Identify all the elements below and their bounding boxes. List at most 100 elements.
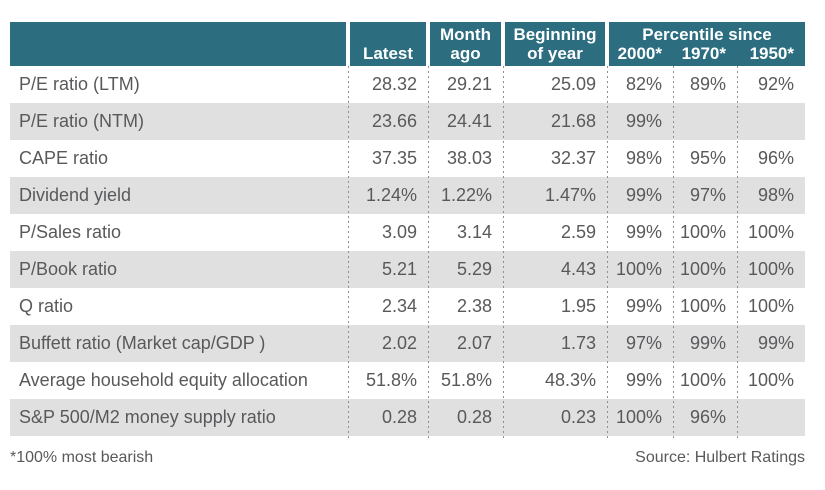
row-value xyxy=(737,399,805,436)
header-percentile-2000: 2000* xyxy=(617,44,662,63)
row-value: 100% xyxy=(615,407,662,427)
row-value: 96% xyxy=(757,148,794,168)
row-label: P/E ratio (LTM) xyxy=(19,74,140,94)
row-value: 96% xyxy=(689,407,726,427)
row-value: 1.95 xyxy=(560,296,596,316)
row-value: 5.21 xyxy=(381,259,417,279)
row-value: 100% xyxy=(679,259,726,279)
table-row: CAPE ratio 37.35 38.03 32.37 98% 95% 96% xyxy=(10,140,805,177)
row-value: 2.59 xyxy=(560,222,596,242)
header-boy-line1: Beginning xyxy=(513,25,597,44)
row-value xyxy=(673,103,737,140)
row-value: 100% xyxy=(679,296,726,316)
row-value: 4.43 xyxy=(560,259,596,279)
row-value: 99% xyxy=(625,185,662,205)
row-value: 95% xyxy=(689,148,726,168)
header-month-ago-line1: Month xyxy=(440,25,491,44)
row-label: CAPE ratio xyxy=(19,148,109,168)
header-metric-cell xyxy=(10,22,346,66)
row-value: 100% xyxy=(747,259,794,279)
row-value: 2.38 xyxy=(456,296,492,316)
header-percentile-1970: 1970* xyxy=(681,44,726,63)
table-row: P/E ratio (NTM) 23.66 24.41 21.68 99% xyxy=(10,103,805,140)
valuation-table: Latest Month ago Beginning of year Perce… xyxy=(10,22,805,441)
table-row: Q ratio 2.34 2.38 1.95 99% 100% 100% xyxy=(10,288,805,325)
header-latest-label: Latest xyxy=(362,44,414,63)
row-value: 2.07 xyxy=(456,333,492,353)
row-value: 92% xyxy=(757,74,794,94)
row-value: 0.28 xyxy=(456,407,492,427)
row-value: 100% xyxy=(747,370,794,390)
row-value: 99% xyxy=(625,296,662,316)
row-value: 2.02 xyxy=(381,333,417,353)
row-value: 48.3% xyxy=(544,370,596,390)
header-month-ago: Month ago xyxy=(430,22,501,66)
row-value: 32.37 xyxy=(550,148,596,168)
row-value: 28.32 xyxy=(371,74,417,94)
row-label: P/Sales ratio xyxy=(19,222,122,242)
row-value: 100% xyxy=(747,296,794,316)
row-value: 3.09 xyxy=(381,222,417,242)
row-value: 38.03 xyxy=(446,148,492,168)
row-label: Buffett ratio (Market cap/GDP ) xyxy=(19,333,266,353)
row-value: 1.73 xyxy=(560,333,596,353)
row-value: 0.23 xyxy=(560,407,596,427)
row-value: 98% xyxy=(757,185,794,205)
table-row: P/Sales ratio 3.09 3.14 2.59 99% 100% 10… xyxy=(10,214,805,251)
row-value: 100% xyxy=(679,222,726,242)
row-label: P/E ratio (NTM) xyxy=(19,111,145,131)
table-header: Latest Month ago Beginning of year Perce… xyxy=(10,22,805,66)
table-footnote-row: *100% most bearish Source: Hulbert Ratin… xyxy=(10,449,805,467)
row-value: 1.47% xyxy=(544,185,596,205)
row-label: P/Book ratio xyxy=(19,259,118,279)
row-value: 89% xyxy=(689,74,726,94)
row-value: 99% xyxy=(625,370,662,390)
table-row: Average household equity allocation 51.8… xyxy=(10,362,805,399)
row-value: 1.24% xyxy=(365,185,417,205)
header-percentile-title: Percentile since xyxy=(642,25,772,44)
row-value: 99% xyxy=(625,222,662,242)
row-value: 100% xyxy=(679,370,726,390)
row-value: 0.28 xyxy=(381,407,417,427)
header-percentile-1950: 1950* xyxy=(749,44,794,63)
row-value: 1.22% xyxy=(440,185,492,205)
table-row: P/Book ratio 5.21 5.29 4.43 100% 100% 10… xyxy=(10,251,805,288)
header-month-ago-line2: ago xyxy=(450,44,481,63)
header-percentile-group: Percentile since 2000* 1970* 1950* xyxy=(609,22,805,66)
row-value: 29.21 xyxy=(446,74,492,94)
row-value: 2.34 xyxy=(381,296,417,316)
table-row: P/E ratio (LTM) 28.32 29.21 25.09 82% 89… xyxy=(10,66,805,103)
row-value: 37.35 xyxy=(371,148,417,168)
header-beginning-of-year: Beginning of year xyxy=(505,22,605,66)
table-row: Buffett ratio (Market cap/GDP ) 2.02 2.0… xyxy=(10,325,805,362)
row-value: 82% xyxy=(625,74,662,94)
row-value: 5.29 xyxy=(456,259,492,279)
row-value xyxy=(737,103,805,140)
row-value: 21.68 xyxy=(550,111,596,131)
row-label: Q ratio xyxy=(19,296,74,316)
row-label: Average household equity allocation xyxy=(19,370,308,390)
row-value: 51.8% xyxy=(365,370,417,390)
row-value: 24.41 xyxy=(446,111,492,131)
row-value: 25.09 xyxy=(550,74,596,94)
row-value: 100% xyxy=(615,259,662,279)
row-value: 97% xyxy=(625,333,662,353)
header-latest: Latest xyxy=(350,22,426,66)
table-row: Dividend yield 1.24% 1.22% 1.47% 99% 97%… xyxy=(10,177,805,214)
row-value: 97% xyxy=(689,185,726,205)
row-value: 51.8% xyxy=(440,370,492,390)
row-value: 99% xyxy=(689,333,726,353)
row-value: 99% xyxy=(625,111,662,131)
row-label: S&P 500/M2 money supply ratio xyxy=(19,407,276,427)
row-value: 3.14 xyxy=(456,222,492,242)
row-value: 98% xyxy=(625,148,662,168)
row-value: 100% xyxy=(747,222,794,242)
source-credit: Source: Hulbert Ratings xyxy=(635,449,805,466)
header-percentile-subcolumns: 2000* 1970* 1950* xyxy=(609,44,805,63)
header-boy-line2: of year xyxy=(527,44,583,63)
row-value: 99% xyxy=(757,333,794,353)
footnote: *100% most bearish xyxy=(10,449,154,466)
table-body: P/E ratio (LTM) 28.32 29.21 25.09 82% 89… xyxy=(10,66,805,436)
table-row: S&P 500/M2 money supply ratio 0.28 0.28 … xyxy=(10,399,805,436)
